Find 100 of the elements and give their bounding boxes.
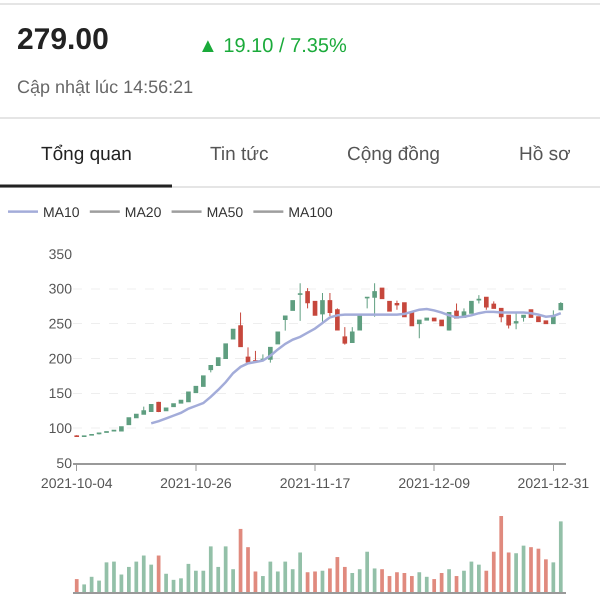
y-tick-label: 100 bbox=[48, 420, 72, 436]
bar bbox=[388, 576, 392, 592]
bar bbox=[208, 546, 213, 592]
legend-label: MA100 bbox=[288, 204, 333, 220]
text: Hồ sơ bbox=[519, 144, 571, 165]
bar bbox=[261, 576, 265, 592]
bar bbox=[290, 569, 295, 592]
candlestick bbox=[164, 407, 168, 412]
bar bbox=[283, 562, 288, 592]
bar bbox=[440, 573, 444, 592]
bar bbox=[246, 547, 250, 592]
legend-label: MA20 bbox=[124, 204, 162, 220]
bar bbox=[134, 562, 138, 592]
candlestick bbox=[282, 316, 288, 332]
candlestick bbox=[328, 292, 332, 316]
bar bbox=[97, 580, 101, 592]
candlestick bbox=[514, 311, 518, 330]
bar bbox=[164, 574, 168, 592]
bar bbox=[522, 546, 526, 592]
bar bbox=[536, 548, 540, 592]
bar bbox=[74, 579, 79, 592]
bar bbox=[492, 552, 496, 592]
y-tick-label: 200 bbox=[48, 350, 72, 366]
bar bbox=[424, 576, 429, 592]
candlestick bbox=[186, 391, 191, 402]
bar bbox=[336, 557, 340, 592]
bar bbox=[224, 546, 228, 592]
candlestick bbox=[491, 300, 496, 309]
bar bbox=[470, 562, 474, 592]
bar bbox=[201, 570, 206, 592]
candlestick bbox=[298, 282, 302, 322]
candlestick bbox=[410, 312, 414, 326]
bar bbox=[514, 553, 518, 592]
candlestick bbox=[439, 320, 444, 326]
candlestick bbox=[394, 300, 400, 310]
text: Cộng đồng bbox=[347, 144, 440, 165]
bar bbox=[484, 570, 488, 592]
bar bbox=[410, 576, 414, 592]
candlestick bbox=[432, 318, 437, 322]
bar bbox=[477, 564, 481, 592]
candlestick bbox=[558, 302, 564, 311]
bar bbox=[372, 568, 376, 592]
bar bbox=[149, 564, 154, 592]
y-tick-label: 350 bbox=[48, 246, 72, 262]
candlestick bbox=[238, 312, 243, 348]
candlestick bbox=[134, 414, 139, 418]
bar bbox=[276, 571, 280, 592]
candlestick bbox=[506, 314, 511, 330]
bar bbox=[126, 566, 131, 592]
candlestick bbox=[320, 292, 325, 322]
bar bbox=[216, 566, 220, 592]
candlestick bbox=[201, 375, 206, 387]
candlestick bbox=[148, 404, 154, 412]
x-tick-label: 2021-10-26 bbox=[160, 474, 232, 491]
bar bbox=[120, 574, 124, 592]
y-tick-label: 250 bbox=[48, 316, 72, 332]
candlestick bbox=[275, 332, 280, 344]
legend-label: MA10 bbox=[43, 204, 80, 220]
bar bbox=[358, 569, 362, 592]
candlestick bbox=[416, 320, 422, 339]
candlestick bbox=[350, 326, 355, 343]
bar bbox=[462, 570, 466, 592]
candlestick bbox=[194, 386, 198, 394]
text: Cập nhật lúc 14:56:21 bbox=[17, 77, 194, 97]
bar bbox=[172, 580, 176, 592]
candlestick bbox=[178, 400, 184, 404]
bar bbox=[506, 552, 511, 592]
candlestick bbox=[119, 426, 124, 432]
candlestick bbox=[364, 296, 370, 309]
bar bbox=[179, 578, 183, 592]
bar bbox=[320, 570, 324, 592]
bar bbox=[447, 569, 451, 592]
bar bbox=[238, 528, 242, 592]
candlestick bbox=[387, 300, 392, 312]
y-tick-label: 150 bbox=[48, 385, 72, 402]
bar bbox=[82, 584, 86, 592]
bar bbox=[432, 579, 436, 592]
bar bbox=[365, 552, 370, 592]
bar bbox=[231, 569, 235, 592]
bar bbox=[112, 562, 116, 592]
bar bbox=[544, 559, 548, 592]
candlestick bbox=[126, 417, 132, 426]
bar bbox=[328, 568, 332, 592]
candlestick bbox=[380, 288, 384, 300]
bar bbox=[551, 562, 556, 592]
bar bbox=[395, 572, 399, 592]
bar bbox=[313, 571, 317, 592]
bar bbox=[402, 573, 406, 592]
x-tick-label: 2021-11-17 bbox=[280, 474, 351, 491]
candlestick bbox=[476, 294, 482, 304]
candlestick bbox=[290, 300, 296, 311]
text: Tổng quan bbox=[41, 144, 132, 165]
candlestick bbox=[372, 282, 377, 318]
x-tick-label: 2021-10-04 bbox=[40, 474, 113, 491]
candlestick bbox=[536, 316, 541, 322]
candlestick bbox=[305, 288, 310, 309]
bar bbox=[350, 573, 354, 592]
candlestick bbox=[156, 401, 161, 413]
candlestick bbox=[223, 343, 228, 359]
legend-label: MA50 bbox=[206, 204, 244, 220]
